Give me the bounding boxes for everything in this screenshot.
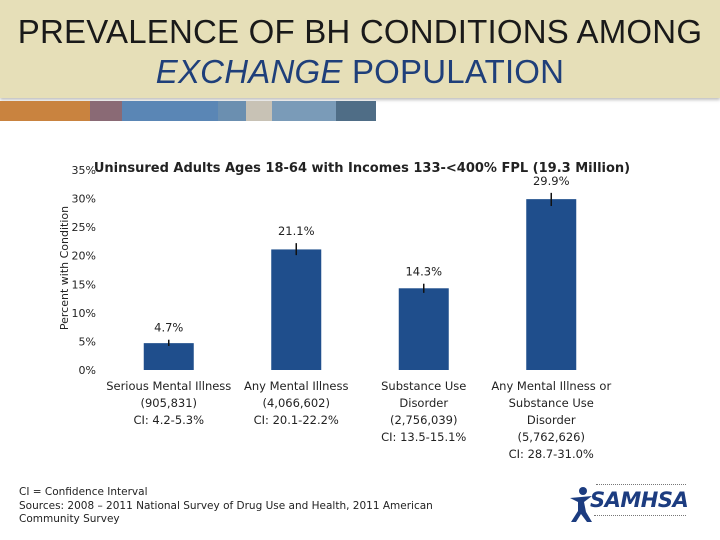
bar-chart: Uninsured Adults Ages 18-64 with Incomes… bbox=[58, 161, 630, 461]
strip-segment-7 bbox=[336, 101, 376, 121]
strip-segment-5 bbox=[246, 101, 272, 121]
data-label: 21.1% bbox=[278, 224, 315, 238]
title-banner: PREVALENCE OF BH CONDITIONS AMONG EXCHAN… bbox=[0, 0, 720, 98]
footnote-sources: Sources: 2008 – 2011 National Survey of … bbox=[19, 499, 433, 512]
person-figure-icon bbox=[570, 487, 592, 522]
category-label: Substance Use bbox=[381, 379, 466, 393]
y-tick-label: 15% bbox=[72, 278, 96, 291]
y-tick-label: 0% bbox=[79, 364, 96, 377]
page-title: PREVALENCE OF BH CONDITIONS AMONG EXCHAN… bbox=[0, 12, 720, 92]
data-label: 29.9% bbox=[533, 174, 570, 188]
logo-top-rule bbox=[596, 484, 686, 488]
bar bbox=[143, 343, 194, 370]
category-label: Disorder bbox=[399, 396, 448, 410]
y-axis-label: Percent with Condition bbox=[58, 206, 71, 330]
category-label: CI: 13.5-15.1% bbox=[381, 430, 466, 444]
title-emphasis: EXCHANGE bbox=[155, 53, 343, 90]
footnote-ci: CI = Confidence Interval bbox=[19, 486, 148, 498]
category-label: CI: 28.7-31.0% bbox=[509, 447, 594, 461]
bar bbox=[398, 288, 449, 370]
footnote: CI = Confidence Interval Sources: 2008 –… bbox=[19, 486, 439, 527]
category-label: (4,066,602) bbox=[262, 396, 330, 410]
category-label: CI: 4.2-5.3% bbox=[133, 413, 204, 427]
title-line-2: EXCHANGE POPULATION bbox=[0, 52, 720, 92]
y-tick-label: 10% bbox=[72, 307, 96, 320]
y-tick-label: 20% bbox=[72, 250, 96, 263]
y-tick-label: 25% bbox=[72, 221, 96, 234]
decorative-color-strip bbox=[0, 101, 376, 121]
strip-segment-6 bbox=[272, 101, 336, 121]
bar bbox=[271, 249, 322, 370]
data-label: 14.3% bbox=[405, 265, 442, 279]
category-label: CI: 20.1-22.2% bbox=[254, 413, 339, 427]
chart-title: Uninsured Adults Ages 18-64 with Incomes… bbox=[94, 161, 630, 176]
category-label: (2,756,039) bbox=[390, 413, 458, 427]
y-tick-label: 30% bbox=[72, 193, 96, 206]
y-tick-label: 5% bbox=[79, 335, 96, 348]
category-label: Serious Mental Illness bbox=[106, 379, 231, 393]
logo-bottom-rule bbox=[594, 515, 686, 519]
strip-segment-1 bbox=[0, 101, 90, 121]
samhsa-logo: SAMHSA bbox=[568, 484, 689, 526]
strip-segment-3 bbox=[122, 101, 218, 121]
title-line-1: PREVALENCE OF BH CONDITIONS AMONG bbox=[17, 13, 703, 50]
category-label: (905,831) bbox=[140, 396, 197, 410]
category-label: (5,762,626) bbox=[517, 430, 585, 444]
title-rest: POPULATION bbox=[342, 53, 565, 90]
category-label: Any Mental Illness bbox=[244, 379, 348, 393]
category-label: Substance Use bbox=[509, 396, 594, 410]
logo-wordmark: SAMHSA bbox=[590, 488, 689, 512]
data-label: 4.7% bbox=[154, 321, 183, 335]
strip-segment-4 bbox=[218, 101, 246, 121]
bar bbox=[526, 199, 577, 370]
category-label: Any Mental Illness or bbox=[491, 379, 611, 393]
footnote-sources-cont: Community Survey bbox=[19, 513, 120, 525]
y-tick-label: 35% bbox=[72, 164, 96, 177]
strip-segment-2 bbox=[90, 101, 122, 121]
category-label: Disorder bbox=[527, 413, 576, 427]
